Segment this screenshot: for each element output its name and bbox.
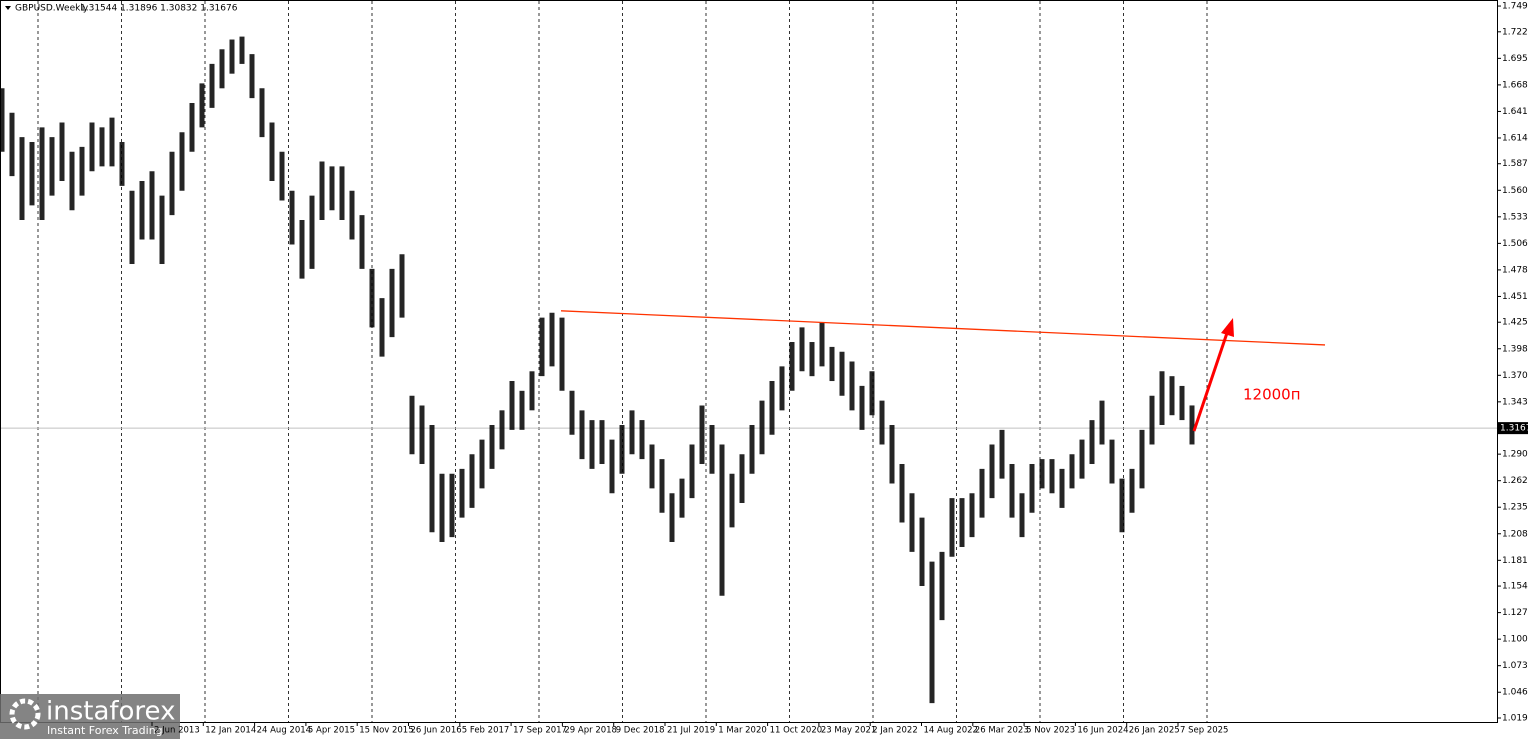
y-tick-label: 1.45170	[1502, 292, 1528, 302]
x-tick-label: 15 Nov 2015	[359, 726, 413, 736]
x-tick-label: 5 Nov 2023	[1026, 726, 1075, 736]
y-tick-label: 1.66850	[1502, 80, 1528, 90]
logo	[9, 698, 41, 730]
x-tick-label: 12 Jan 2014	[205, 726, 256, 736]
x-tick-label: 16 Jun 2024	[1077, 726, 1128, 736]
x-tick-label: 26 Mar 2023	[975, 726, 1029, 736]
y-tick-label: 1.34370	[1502, 397, 1528, 407]
y-tick-label: 1.20850	[1502, 529, 1528, 539]
annotation: 12000п	[1243, 386, 1301, 404]
x-tick-label: 24 Aug 2014	[257, 726, 311, 736]
x-tick-label: 26 Jun 2016	[411, 726, 462, 736]
y-tick-label: 1.56050	[1502, 186, 1528, 196]
x-tick-label: 29 Apr 2018	[564, 726, 617, 736]
y-tick-label: 1.53330	[1502, 212, 1528, 222]
x-tick-label: 5 Apr 2015	[308, 726, 355, 736]
y-tick-label: 1.04610	[1502, 688, 1528, 698]
y-tick-label: 1.58770	[1502, 159, 1528, 169]
x-tick-label: 17 Sep 2017	[513, 726, 567, 736]
x-tick-label: 14 Aug 2022	[924, 726, 978, 736]
current-price-box	[1498, 422, 1528, 435]
x-tick-label: 9 Dec 2018	[616, 726, 665, 736]
y-tick-label: 1.23570	[1502, 503, 1528, 513]
x-tick-label: 2 Jan 2022	[872, 726, 918, 736]
y-tick-label: 1.72290	[1502, 27, 1528, 37]
y-tick-label: 1.61410	[1502, 133, 1528, 143]
y-tick-label: 1.64130	[1502, 107, 1528, 117]
y-tick-label: 1.39810	[1502, 344, 1528, 354]
y-tick-label: 1.18130	[1502, 556, 1528, 566]
trendline	[560, 310, 1326, 346]
menu-arrow	[5, 6, 11, 10]
x-tick-label: 11 Oct 2020	[770, 726, 823, 736]
y-tick-label: 1.12770	[1502, 608, 1528, 618]
x-tick-label: 21 Jul 2019	[667, 726, 715, 736]
watermark: instaforex Instant Forex Trading	[0, 694, 180, 739]
y-tick-label: 1.42530	[1502, 318, 1528, 328]
y-tick-label: 1.50610	[1502, 239, 1528, 249]
y-tick-label: 1.47890	[1502, 265, 1528, 275]
y-tick-label: 1.74930	[1502, 2, 1528, 12]
current-price-label: 1.31676	[1500, 424, 1528, 434]
x-tick-label: 26 Jan 2025	[1129, 726, 1180, 736]
x-tick-label: 23 May 2021	[821, 726, 876, 736]
target-arrow	[1192, 329, 1230, 432]
quote: 1.31544 1.31896 1.30832 1.31676	[80, 4, 238, 14]
y-tick-label: 1.15490	[1502, 582, 1528, 592]
chart-title: GBPUSD.Weekly	[15, 4, 89, 14]
y-tick-label: 1.26290	[1502, 476, 1528, 486]
arrow-head	[1221, 318, 1234, 337]
x-tick-label: 1 Mar 2020	[718, 726, 766, 736]
y-tick-label: 1.69570	[1502, 54, 1528, 64]
brand: instaforex	[46, 697, 175, 727]
slogan: Instant Forex Trading	[47, 724, 163, 737]
y-tick-label: 1.37090	[1502, 371, 1528, 381]
x-tick-label: 5 Feb 2017	[462, 726, 510, 736]
plot-frame	[0, 0, 1498, 723]
y-tick-label: 1.01970	[1502, 713, 1528, 723]
y-tick-label: 1.07330	[1502, 661, 1528, 671]
x-tick-label: 2 Jun 2013	[154, 726, 200, 736]
x-tick-label: 7 Sep 2025	[1180, 726, 1228, 736]
y-tick-label: 1.29010	[1502, 450, 1528, 460]
y-tick-label: 1.10050	[1502, 635, 1528, 645]
